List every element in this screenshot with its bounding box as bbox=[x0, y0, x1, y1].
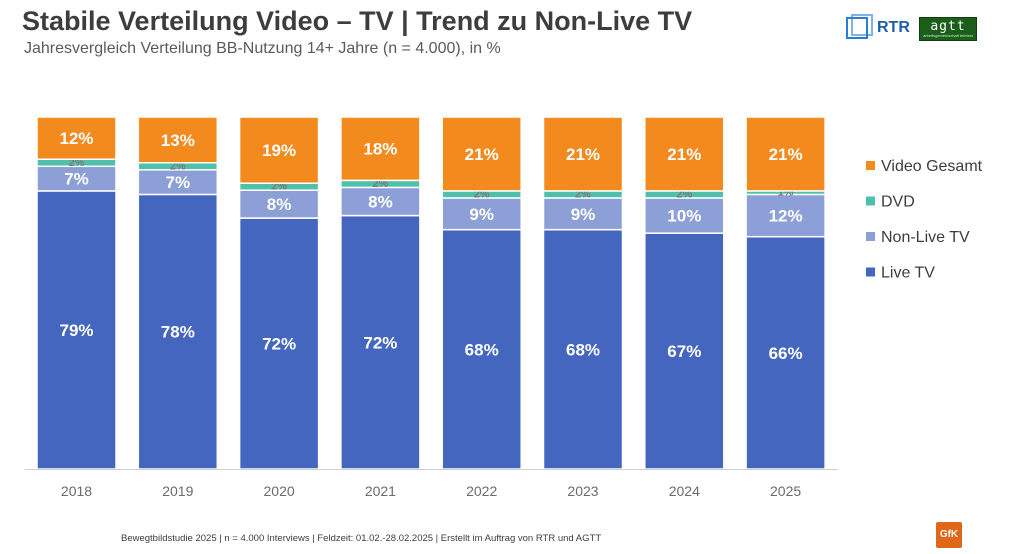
agtt-logo-subtext: arbeitsgemeinschaft teletest bbox=[923, 33, 973, 38]
data-label-nonlive-2023: 9% bbox=[571, 205, 596, 224]
data-label-live-2021: 72% bbox=[363, 333, 397, 352]
legend-swatch-video bbox=[866, 161, 875, 170]
bar-live-2024 bbox=[644, 232, 725, 470]
data-label-nonlive-2018: 7% bbox=[64, 170, 89, 189]
data-label-live-2025: 66% bbox=[769, 344, 803, 363]
bar-nonlive-2019 bbox=[137, 169, 219, 196]
legend-swatch-nonlive bbox=[866, 232, 875, 241]
legend-label-dvd: DVD bbox=[881, 194, 915, 211]
bar-video-2018 bbox=[36, 116, 117, 160]
data-label-nonlive-2025: 12% bbox=[769, 207, 803, 226]
x-tick-label-2021: 2021 bbox=[365, 483, 396, 499]
bar-live-2019 bbox=[137, 193, 219, 470]
agtt-logo: agtt arbeitsgemeinschaft teletest bbox=[919, 17, 977, 41]
bar-live-2022 bbox=[441, 228, 522, 470]
x-tick-label-2019: 2019 bbox=[162, 483, 193, 499]
data-label-video-2021: 18% bbox=[363, 140, 397, 159]
legend-swatch-live bbox=[866, 267, 875, 277]
rtr-logo: RTR bbox=[846, 14, 910, 42]
data-label-nonlive-2022: 9% bbox=[469, 205, 494, 224]
x-tick-label-2018: 2018 bbox=[61, 483, 92, 499]
data-label-nonlive-2019: 7% bbox=[166, 173, 191, 192]
x-tick-label-2024: 2024 bbox=[669, 483, 700, 499]
legend-label-live: Live TV bbox=[881, 265, 935, 282]
bar-nonlive-2024 bbox=[644, 197, 725, 234]
data-label-video-2024: 21% bbox=[667, 145, 701, 164]
data-label-live-2024: 67% bbox=[667, 342, 701, 361]
data-label-video-2022: 21% bbox=[465, 145, 499, 164]
bar-video-2023 bbox=[542, 116, 624, 192]
rtr-logo-frame-front bbox=[846, 17, 868, 39]
data-label-video-2020: 19% bbox=[262, 141, 296, 160]
legend-swatch-dvd bbox=[866, 196, 875, 206]
bar-video-2022 bbox=[441, 116, 522, 192]
data-label-video-2018: 12% bbox=[59, 129, 93, 148]
footer-note: Bewegtbildstudie 2025 | n = 4.000 Interv… bbox=[121, 533, 602, 544]
data-label-video-2025: 21% bbox=[769, 145, 803, 164]
x-tick-label-2020: 2020 bbox=[264, 483, 295, 499]
bar-live-2023 bbox=[542, 228, 624, 470]
data-label-live-2022: 68% bbox=[465, 340, 499, 359]
data-label-video-2019: 13% bbox=[161, 131, 195, 150]
x-tick-label-2025: 2025 bbox=[770, 483, 801, 499]
bar-nonlive-2023 bbox=[542, 197, 624, 231]
legend-label-video: Video Gesamt bbox=[881, 158, 983, 175]
data-label-live-2019: 78% bbox=[161, 323, 195, 342]
data-label-live-2020: 72% bbox=[262, 335, 296, 354]
data-label-nonlive-2021: 8% bbox=[368, 192, 393, 211]
chart-title: Stabile Verteilung Video – TV | Trend zu… bbox=[22, 6, 693, 36]
bar-live-2018 bbox=[36, 190, 117, 470]
rtr-logo-frame-back bbox=[851, 14, 873, 36]
bar-nonlive-2018 bbox=[36, 165, 117, 192]
bar-video-2020 bbox=[238, 116, 320, 184]
rtr-logo-text: RTR bbox=[877, 19, 910, 36]
agtt-logo-text: agtt bbox=[930, 19, 966, 34]
bar-live-2020 bbox=[238, 217, 320, 470]
x-tick-label-2023: 2023 bbox=[567, 483, 598, 499]
bar-video-2021 bbox=[340, 116, 421, 182]
legend-label-nonlive: Non-Live TV bbox=[881, 229, 970, 246]
x-tick-label-2022: 2022 bbox=[466, 483, 497, 499]
data-label-video-2023: 21% bbox=[566, 145, 600, 164]
data-label-live-2023: 68% bbox=[566, 340, 600, 359]
bar-video-2019 bbox=[137, 116, 219, 164]
data-label-nonlive-2024: 10% bbox=[667, 207, 701, 226]
data-label-nonlive-2020: 8% bbox=[267, 195, 292, 214]
gfk-logo: GfK bbox=[936, 522, 962, 548]
bar-video-2024 bbox=[644, 116, 725, 192]
chart-subtitle: Jahresvergleich Verteilung BB-Nutzung 14… bbox=[24, 40, 501, 57]
bar-video-2025 bbox=[745, 116, 826, 192]
data-label-live-2018: 79% bbox=[59, 321, 93, 340]
